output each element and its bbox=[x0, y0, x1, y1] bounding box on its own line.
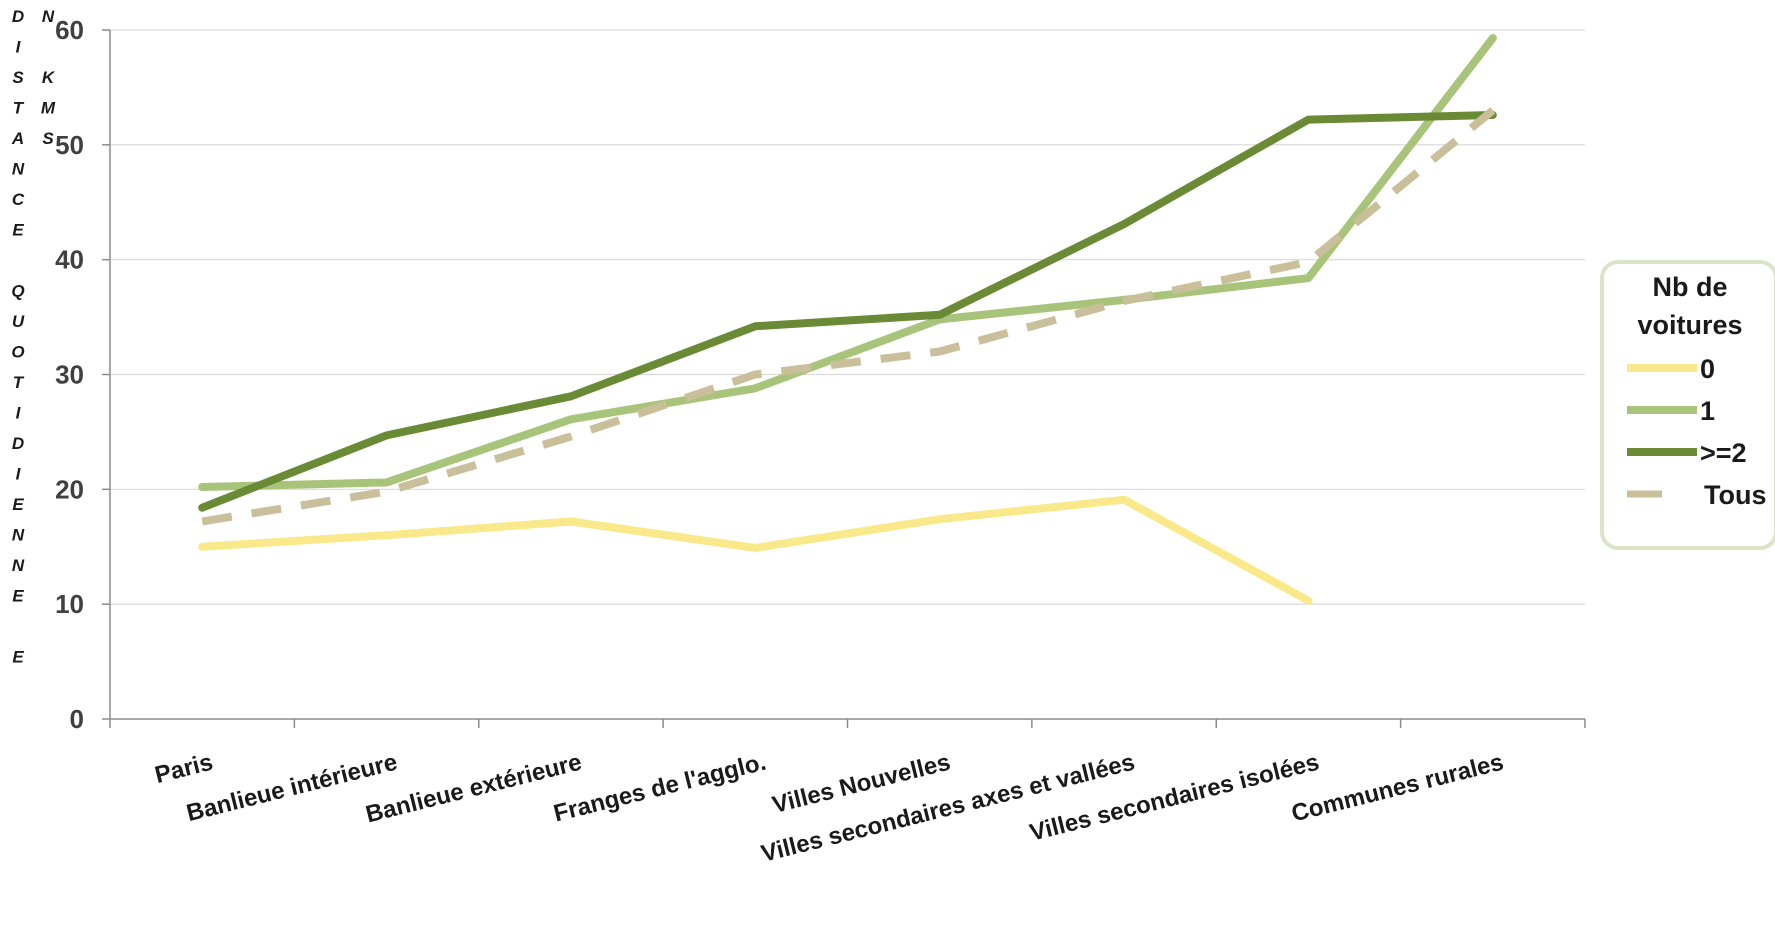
series-line bbox=[198, 110, 1497, 512]
axes bbox=[102, 29, 1586, 728]
y-axis-label-letter: N bbox=[12, 556, 25, 575]
y-tick-label: 20 bbox=[55, 474, 84, 504]
legend-label: 1 bbox=[1700, 396, 1715, 426]
y-axis-label-letter: N bbox=[12, 526, 25, 545]
legend-title: Nb de voitures bbox=[1637, 272, 1742, 340]
y-tick-label: 60 bbox=[55, 15, 84, 45]
series-line bbox=[198, 495, 1313, 605]
y-axis-label-letter: O bbox=[11, 343, 24, 362]
y-axis-label-letter: S bbox=[42, 129, 54, 148]
legend-label: >=2 bbox=[1700, 438, 1747, 468]
y-tick-label: 50 bbox=[55, 130, 84, 160]
y-axis-label-letter: I bbox=[16, 465, 22, 484]
y-tick-labels: 0 10 20 30 40 50 60 bbox=[55, 15, 84, 734]
series-line bbox=[198, 34, 1497, 492]
y-axis-label-letter: E bbox=[12, 495, 24, 514]
x-tick-label: Communes rurales bbox=[1289, 749, 1506, 828]
legend-box bbox=[1600, 260, 1775, 550]
y-axis-label-letter: E bbox=[12, 587, 24, 606]
y-axis-label-letter: S bbox=[12, 68, 24, 87]
y-axis-label-letter: E bbox=[12, 221, 24, 240]
y-tick-label: 10 bbox=[55, 589, 84, 619]
y-axis-label-letter: C bbox=[12, 190, 25, 209]
gridlines bbox=[110, 29, 1585, 605]
y-tick-label: 40 bbox=[55, 245, 84, 275]
legend-label: 0 bbox=[1700, 354, 1715, 384]
y-tick-label: 30 bbox=[55, 360, 84, 390]
x-tick-label: Paris bbox=[152, 749, 216, 789]
legend: Nb de voitures 0 1 >=2 Tous bbox=[1600, 260, 1775, 550]
x-tick-label: Franges de l'agglo. bbox=[551, 749, 769, 828]
y-axis-label-letter: D bbox=[12, 434, 24, 453]
y-tick-label: 0 bbox=[70, 704, 84, 734]
y-axis-label-letter: N bbox=[12, 160, 25, 179]
y-axis-label-letter: Q bbox=[11, 282, 24, 301]
y-axis-label-letter: T bbox=[13, 373, 25, 392]
series-line bbox=[201, 107, 1496, 526]
y-axis-label-letter: U bbox=[12, 312, 25, 331]
y-axis-label-letter: A bbox=[11, 129, 24, 148]
y-axis-label-letter: K bbox=[42, 68, 56, 87]
y-axis-label-letter: M bbox=[41, 99, 56, 118]
y-axis-label-letter: I bbox=[16, 404, 22, 423]
y-axis-label-letter: N bbox=[42, 7, 55, 26]
y-axis-label-letter: D bbox=[12, 7, 24, 26]
y-axis-label-letter: E bbox=[12, 648, 24, 667]
y-axis-label-letter: T bbox=[13, 99, 25, 118]
series-lines bbox=[198, 34, 1497, 605]
y-axis-label-letter: I bbox=[16, 38, 22, 57]
legend-label: Tous bbox=[1704, 480, 1767, 510]
